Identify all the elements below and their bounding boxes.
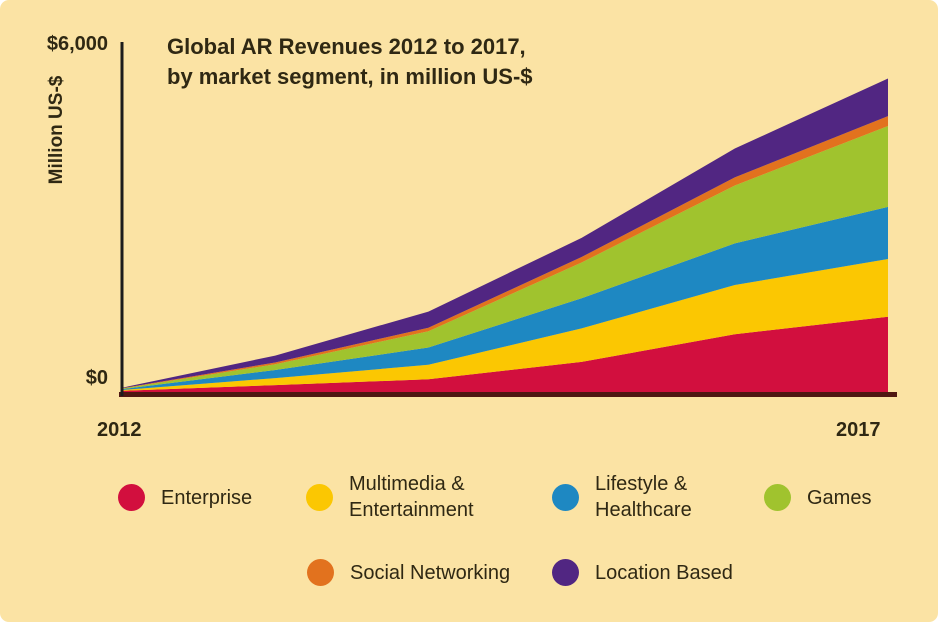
legend-color-dot: [764, 484, 791, 511]
y-axis-max-label: $6,000: [46, 33, 108, 55]
legend-label: Games: [807, 486, 872, 509]
area-series-enterprise: [122, 316, 888, 392]
y-axis-title: Million US-$: [46, 75, 67, 185]
x-axis-start-label: 2012: [97, 419, 142, 441]
x-axis-end-label: 2017: [836, 419, 881, 441]
y-axis-zero-label: $0: [85, 367, 108, 389]
legend-item-games: Games: [764, 484, 871, 511]
legend-color-dot: [307, 559, 334, 586]
legend-item-lifestyle-healthcare: Lifestyle & Healthcare: [552, 471, 692, 523]
legend-color-dot: [118, 484, 145, 511]
legend-label: Enterprise: [161, 486, 253, 509]
legend-color-dot: [306, 483, 333, 511]
legend-label: Lifestyle & Healthcare: [595, 473, 692, 521]
legend-color-dot: [552, 559, 579, 586]
area-series-multimedia-entertainment: [122, 259, 888, 391]
chart-title: Global AR Revenues 2012 to 2017, by mark…: [167, 32, 533, 92]
legend-item-enterprise: Enterprise: [118, 484, 252, 511]
legend-label: Multimedia & Entertainment: [349, 473, 474, 521]
legend-item-multimedia-entertainment: Multimedia & Entertainment: [306, 471, 474, 523]
legend-color-dot: [552, 483, 579, 511]
legend-label: Social Networking: [350, 561, 511, 584]
chart-title-line2: by market segment, in million US-$: [167, 64, 533, 89]
chart-title-line1: Global AR Revenues 2012 to 2017,: [167, 34, 526, 59]
legend-item-location-based: Location Based: [552, 559, 733, 586]
legend-label: Location Based: [595, 561, 733, 584]
legend-item-social-networking: Social Networking: [307, 559, 510, 586]
area-series-lifestyle-healthcare: [122, 206, 888, 390]
